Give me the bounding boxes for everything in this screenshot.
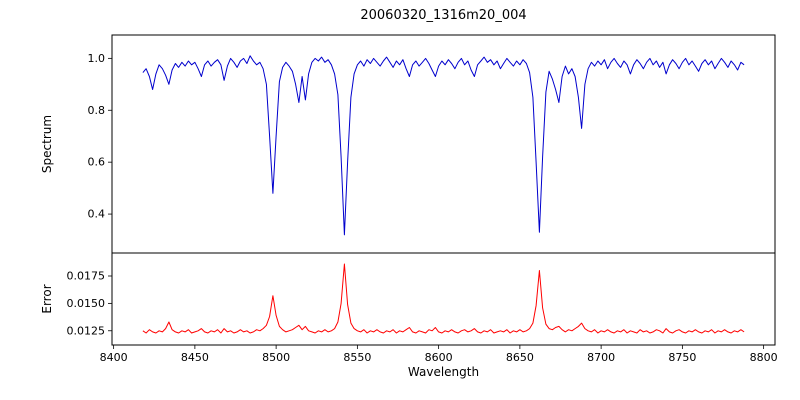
x-tick-label: 8600 <box>425 351 453 364</box>
x-tick-label: 8700 <box>587 351 615 364</box>
x-tick-label: 8400 <box>100 351 128 364</box>
x-tick-label: 8500 <box>262 351 290 364</box>
x-tick-label: 8550 <box>343 351 371 364</box>
spectrum-line <box>142 55 745 236</box>
spectrum-y-tick-label: 1.0 <box>88 52 106 65</box>
x-tick-label: 8750 <box>668 351 696 364</box>
x-tick-label: 8650 <box>506 351 534 364</box>
error-y-tick-label: 0.0150 <box>67 297 106 310</box>
error-y-tick-label: 0.0175 <box>67 270 106 283</box>
spectrum-panel-border <box>111 34 776 254</box>
chart-title: 20060320_1316m20_004 <box>360 8 527 23</box>
x-axis-label: Wavelength <box>407 365 480 379</box>
error-line <box>142 263 745 334</box>
spectrum-y-tick-label: 0.4 <box>88 208 106 221</box>
x-tick-label: 8800 <box>750 351 778 364</box>
spectrum-y-tick-label: 0.8 <box>88 104 106 117</box>
error-panel-border <box>111 252 776 346</box>
spectrum-y-tick-label: 0.6 <box>88 156 106 169</box>
x-tick-label: 8450 <box>181 351 209 364</box>
error-y-tick-label: 0.0125 <box>67 324 106 337</box>
